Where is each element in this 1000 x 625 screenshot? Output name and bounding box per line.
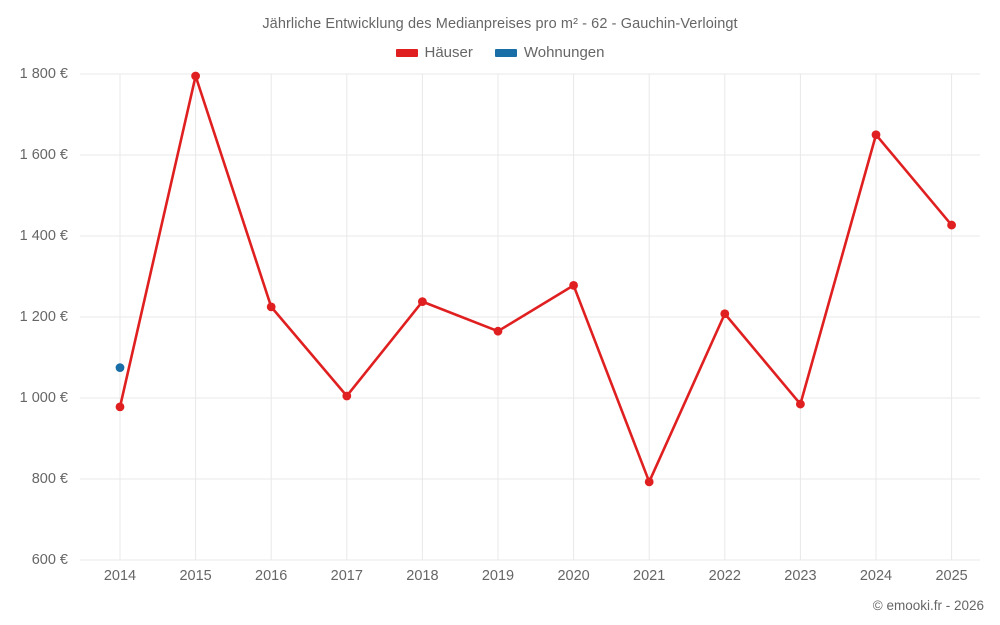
y-axis-tick-label: 1 600 € [19, 147, 68, 163]
legend-swatch-wohnungen [494, 48, 517, 57]
series-line-0 [118, 74, 953, 484]
y-axis-tick-label: 1 000 € [19, 390, 68, 406]
data-point[interactable] [871, 130, 881, 140]
data-point[interactable] [644, 477, 654, 487]
data-point[interactable] [191, 71, 200, 81]
legend-item-wohnungen[interactable]: Wohnungen [494, 44, 605, 61]
data-point[interactable] [418, 297, 427, 307]
x-axis-tick-label: 2014 [103, 568, 137, 584]
data-point[interactable] [720, 309, 730, 319]
plot-area [80, 71, 980, 561]
series-lines [118, 74, 953, 484]
x-axis-tick-label: 2020 [557, 568, 590, 584]
legend-swatch-hauser [395, 48, 418, 57]
chart-legend: Häuser Wohnungen [0, 44, 1000, 61]
x-axis-tick-label: 2017 [330, 568, 363, 584]
legend-label-hauser: Häuser [424, 44, 473, 61]
grid-lines [80, 73, 980, 561]
data-point[interactable] [493, 326, 503, 336]
data-point[interactable] [266, 302, 276, 312]
y-axis-tick-label: 1 200 € [19, 309, 68, 325]
data-point[interactable] [569, 281, 578, 290]
x-axis-tick-label: 2024 [859, 568, 893, 584]
legend-item-hauser[interactable]: Häuser [395, 44, 473, 61]
y-axis-tick-label: 600 € [31, 552, 68, 568]
data-point[interactable] [947, 220, 956, 230]
data-point[interactable] [342, 391, 352, 401]
y-axis-tick-label: 1 400 € [19, 228, 68, 244]
series-markers [115, 71, 956, 487]
x-axis-tick-label: 2022 [708, 568, 741, 584]
x-axis-tick-label: 2019 [481, 568, 515, 584]
footer-credit: © emooki.fr - 2026 [872, 598, 984, 613]
chart-title: Jährliche Entwicklung des Medianpreises … [262, 16, 738, 32]
data-point[interactable] [115, 363, 125, 373]
y-axis-tick-label: 800 € [31, 471, 68, 487]
x-axis-tick-label: 2025 [935, 568, 968, 584]
x-axis-tick-label: 2021 [633, 568, 666, 584]
plot-svg [80, 71, 980, 561]
legend-label-wohnungen: Wohnungen [523, 44, 605, 61]
data-point[interactable] [796, 399, 805, 409]
data-point[interactable] [115, 402, 125, 412]
x-axis-tick-label: 2016 [255, 568, 288, 584]
y-axis-tick-label: 1 800 € [19, 66, 68, 82]
x-axis-tick-label: 2015 [179, 568, 212, 584]
x-axis-tick-label: 2018 [406, 568, 439, 584]
x-axis-tick-label: 2023 [784, 568, 817, 584]
